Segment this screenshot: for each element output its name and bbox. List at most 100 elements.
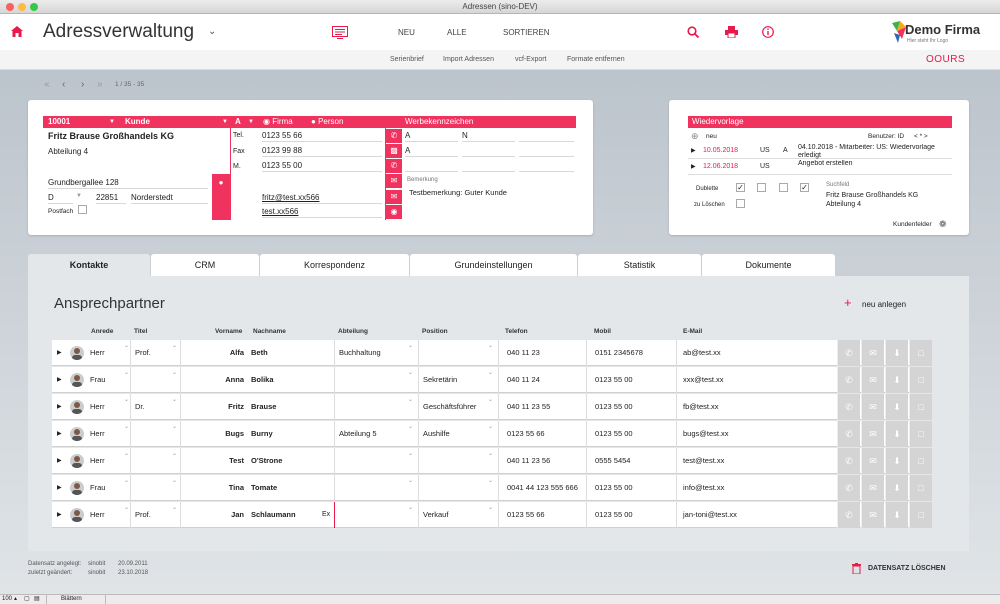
expand-arrow-icon[interactable]: ▶ — [57, 404, 62, 410]
mobile-call-icon[interactable]: ✆ — [386, 159, 402, 173]
table-row[interactable]: ▶ Herr ⌄ ⌄ Bugs Burny Abteilung 5 ⌄ Aush… — [52, 421, 932, 447]
add-circle-icon[interactable]: ⊕ — [691, 131, 699, 141]
minimize-window-button[interactable] — [18, 3, 26, 11]
cell-email[interactable]: bugs@test.xx — [676, 421, 836, 447]
cell-position[interactable]: Geschäftsführer — [418, 394, 498, 420]
suchfeld-line2[interactable]: Abteilung 4 — [826, 201, 862, 208]
position-dropdown-icon[interactable]: ⌄ — [488, 505, 494, 511]
abteilung-dropdown-icon[interactable]: ⌄ — [408, 424, 414, 430]
cell-nachname[interactable]: Beth — [251, 348, 268, 357]
cell-titel[interactable]: Prof. — [130, 502, 175, 528]
cell-email[interactable]: ab@test.xx — [676, 340, 836, 366]
header-telefon[interactable]: Telefon — [505, 328, 528, 335]
cell-mobil[interactable]: 0555 5454 — [586, 448, 676, 474]
tab-grundeinstellungen[interactable]: Grundeinstellungen — [410, 254, 577, 276]
cell-anrede[interactable]: Herr — [90, 429, 105, 438]
cell-position[interactable]: Verkauf — [418, 502, 498, 528]
werbe-select-5[interactable] — [462, 145, 515, 157]
tab-crm[interactable]: CRM — [151, 254, 259, 276]
row-mail-icon[interactable]: ✉ — [861, 367, 884, 393]
row-trash-icon[interactable]: □ — [909, 340, 932, 366]
abc-dropdown-icon[interactable]: ▼ — [248, 119, 254, 125]
radio-person[interactable]: ● Person — [311, 117, 344, 126]
cell-mobil[interactable]: 0123 55 00 — [586, 421, 676, 447]
header-titel[interactable]: Titel — [134, 328, 148, 335]
address-line2-field[interactable]: Abteilung 4 — [48, 147, 89, 156]
header-anrede[interactable]: Anrede — [91, 328, 114, 335]
titel-dropdown-icon[interactable]: ⌄ — [172, 397, 178, 403]
titel-dropdown-icon[interactable]: ⌄ — [172, 505, 178, 511]
expand-arrow-icon[interactable]: ▶ — [691, 148, 696, 154]
cell-nachname[interactable]: Brause — [251, 402, 277, 411]
row-download-icon[interactable]: ⬇ — [885, 475, 908, 501]
row-download-icon[interactable]: ⬇ — [885, 502, 908, 528]
position-dropdown-icon[interactable]: ⌄ — [488, 370, 494, 376]
row-mail-icon[interactable]: ✉ — [861, 340, 884, 366]
titel-dropdown-icon[interactable]: ⌄ — [172, 343, 178, 349]
row-download-icon[interactable]: ⬇ — [885, 394, 908, 420]
row-phone-icon[interactable]: ✆ — [837, 394, 860, 420]
close-window-button[interactable] — [6, 3, 14, 11]
nav-all[interactable]: ALLE — [447, 28, 467, 37]
cell-vorname[interactable]: Alfa — [180, 340, 244, 366]
cell-email[interactable]: fb@test.xx — [676, 394, 836, 420]
position-dropdown-icon[interactable]: ⌄ — [488, 397, 494, 403]
zu-loeschen-checkbox[interactable] — [736, 199, 745, 209]
cell-abteilung[interactable] — [334, 502, 418, 528]
werbe-select-8[interactable] — [462, 160, 515, 172]
position-dropdown-icon[interactable]: ⌄ — [488, 451, 494, 457]
list-view-icon[interactable] — [332, 26, 348, 39]
row-download-icon[interactable]: ⬇ — [885, 367, 908, 393]
cell-titel[interactable]: Dr. — [130, 394, 175, 420]
gear-icon[interactable]: ❁ — [939, 219, 947, 229]
cell-telefon[interactable]: 040 11 23 — [498, 340, 586, 366]
cell-titel[interactable] — [130, 367, 175, 393]
titel-dropdown-icon[interactable]: ⌄ — [172, 478, 178, 484]
fax-field[interactable]: 0123 99 88 — [262, 145, 382, 157]
zoom-window-button[interactable] — [30, 3, 38, 11]
cell-nachname[interactable]: Burny — [251, 429, 273, 438]
row-mail-icon[interactable]: ✉ — [861, 394, 884, 420]
cell-email[interactable]: jan-toni@test.xx — [676, 502, 836, 528]
expand-arrow-icon[interactable]: ▶ — [57, 350, 62, 356]
cell-email[interactable]: info@test.xx — [676, 475, 836, 501]
position-dropdown-icon[interactable]: ⌄ — [488, 478, 494, 484]
expand-arrow-icon[interactable]: ▶ — [57, 512, 62, 518]
cell-position[interactable] — [418, 475, 498, 501]
cell-nachname[interactable]: Tomate — [251, 483, 278, 492]
phone-call-icon[interactable]: ✆ — [386, 129, 402, 143]
werbe-select-7[interactable] — [405, 160, 458, 172]
city-field[interactable]: Norderstedt — [131, 192, 208, 204]
phone-field[interactable]: 0123 55 66 — [262, 130, 382, 142]
print-icon[interactable] — [725, 26, 738, 38]
suchfeld-line1[interactable]: Fritz Brause Großhandels KG — [826, 192, 919, 199]
table-row[interactable]: ▶ Frau ⌄ ⌄ Tina Tomate ⌄ ⌄ 0041 44 123 5… — [52, 475, 932, 501]
cell-telefon[interactable]: 0123 55 66 — [498, 502, 586, 528]
row-mail-icon[interactable]: ✉ — [861, 502, 884, 528]
cell-anrede[interactable]: Frau — [90, 375, 106, 384]
street-field[interactable]: Grundbergallee 128 — [48, 177, 208, 189]
postfach-checkbox[interactable] — [78, 205, 87, 215]
link-import[interactable]: Import Adressen — [443, 56, 494, 63]
address-type[interactable]: Kunde — [125, 117, 150, 126]
map-pin-icon[interactable]: ● — [212, 174, 230, 220]
cell-abteilung[interactable]: Abteilung 5 — [334, 421, 418, 447]
row-phone-icon[interactable]: ✆ — [837, 340, 860, 366]
email-icon[interactable]: ✉ — [386, 190, 402, 204]
search-icon[interactable] — [687, 26, 699, 38]
cell-anrede[interactable]: Herr — [90, 510, 105, 519]
row-phone-icon[interactable]: ✆ — [837, 367, 860, 393]
fax-icon[interactable]: ▩ — [386, 144, 402, 158]
titel-dropdown-icon[interactable]: ⌄ — [172, 451, 178, 457]
country-field[interactable]: D — [48, 192, 73, 204]
anrede-dropdown-icon[interactable]: ⌄ — [124, 343, 130, 349]
kundenfelder-link[interactable]: Kundenfelder — [893, 221, 932, 228]
cell-mobil[interactable]: 0123 55 00 — [586, 394, 676, 420]
zip-field[interactable]: 22851 — [96, 192, 126, 204]
cell-telefon[interactable]: 040 11 23 56 — [498, 448, 586, 474]
wiedervorlage-new[interactable]: neu — [706, 133, 717, 140]
cell-titel[interactable] — [130, 475, 175, 501]
row-trash-icon[interactable]: □ — [909, 448, 932, 474]
header-email[interactable]: E-Mail — [683, 328, 703, 335]
row-phone-icon[interactable]: ✆ — [837, 475, 860, 501]
